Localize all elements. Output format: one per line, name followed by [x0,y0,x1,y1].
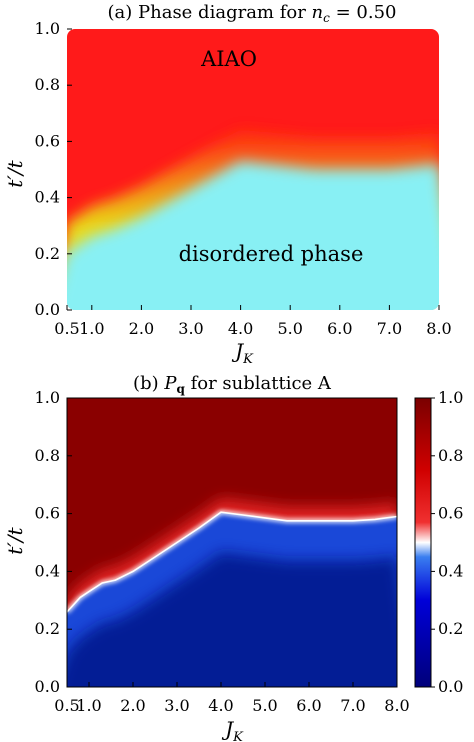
y-tick-label: 0.8 [35,75,60,94]
colorbar [414,397,432,688]
panel-b-frame [66,397,398,688]
y-tick-label: 1.0 [35,388,60,407]
panel-b-x-ticks: 0.51.0 2.0 3.0 4.0 5.0 6.0 7.0 8.0 [54,682,410,715]
aiao-label: AIAO [200,47,257,71]
x-tick-label: 7.0 [377,319,402,338]
y-tick-label: 0.2 [35,619,60,638]
x-tick-label: 2.0 [129,319,154,338]
colorbar-tick-label: 0.6 [438,504,463,523]
y-tick-label: 0.4 [35,188,60,207]
panel-a-x-ticks: 0.5 1.0 2.0 3.0 4.0 5.0 6.0 7.0 8.0 [54,305,452,338]
disordered-floor [67,300,439,310]
colorbar-tick-label: 0.4 [438,561,463,580]
x-tick-label: 3.0 [178,319,203,338]
x-tick-label: 1.0 [76,696,101,715]
x-tick-label: 0.5 [54,696,79,715]
panel-b-heatmap [67,398,397,687]
x-tick-label: 8.0 [426,319,451,338]
panel-b-title: (b) Pq for sublattice A [133,373,332,396]
panel-b-y-ticks: 0.0 0.2 0.4 0.6 0.8 1.0 [35,388,72,696]
y-tick-label: 1.0 [35,19,60,38]
x-tick-label: 3.0 [164,696,189,715]
y-tick-label: 0.2 [35,244,60,263]
panel-b: (b) Pq for sublattice A 0.0 0.2 0.4 0.6 0.8 1… [3,373,463,742]
panel-b-y-label: t′/t [3,526,27,554]
panel-a-x-label: JK [231,339,254,367]
x-tick-label: 5.0 [252,696,277,715]
panel-a-title: (a) Phase diagram for nc = 0.50 [108,2,397,25]
colorbar-tick-label: 0.0 [438,677,463,696]
y-tick-label: 0.6 [35,504,60,523]
panel-a: (a) Phase diagram for nc = 0.50 AIAO dis… [3,2,452,367]
x-tick-label: 7.0 [340,696,365,715]
x-tick-label: 6.0 [296,696,321,715]
x-tick-label: 4.0 [228,319,253,338]
panel-b-x-label: JK [221,717,244,742]
x-tick-label: 2.0 [120,696,145,715]
y-tick-label: 0.6 [35,131,60,150]
x-tick-label: 0.5 [54,319,79,338]
colorbar-tick-label: 0.8 [438,446,463,465]
colorbar-ticks: 0.0 0.2 0.4 0.6 0.8 1.0 [431,388,463,696]
x-tick-label: 1.0 [79,319,104,338]
colorbar-tick-label: 0.2 [438,619,463,638]
x-tick-label: 6.0 [327,319,352,338]
panel-a-y-ticks: 0.0 0.2 0.4 0.6 0.8 1.0 [35,19,72,319]
colorbar-tick-label: 1.0 [438,388,463,407]
pq-boundary-core [67,511,397,613]
x-tick-label: 8.0 [384,696,409,715]
disordered-region [67,161,439,310]
y-tick-label: 0.0 [35,677,60,696]
panel-a-heatmap [67,29,439,310]
y-tick-label: 0.8 [35,446,60,465]
x-tick-label: 4.0 [208,696,233,715]
pq-low-core [67,552,397,687]
y-tick-label: 0.0 [35,300,60,319]
y-tick-label: 0.4 [35,561,60,580]
disordered-phase-label: disordered phase [179,242,364,266]
panel-a-y-label: t′/t [3,159,27,187]
x-tick-label: 5.0 [277,319,302,338]
